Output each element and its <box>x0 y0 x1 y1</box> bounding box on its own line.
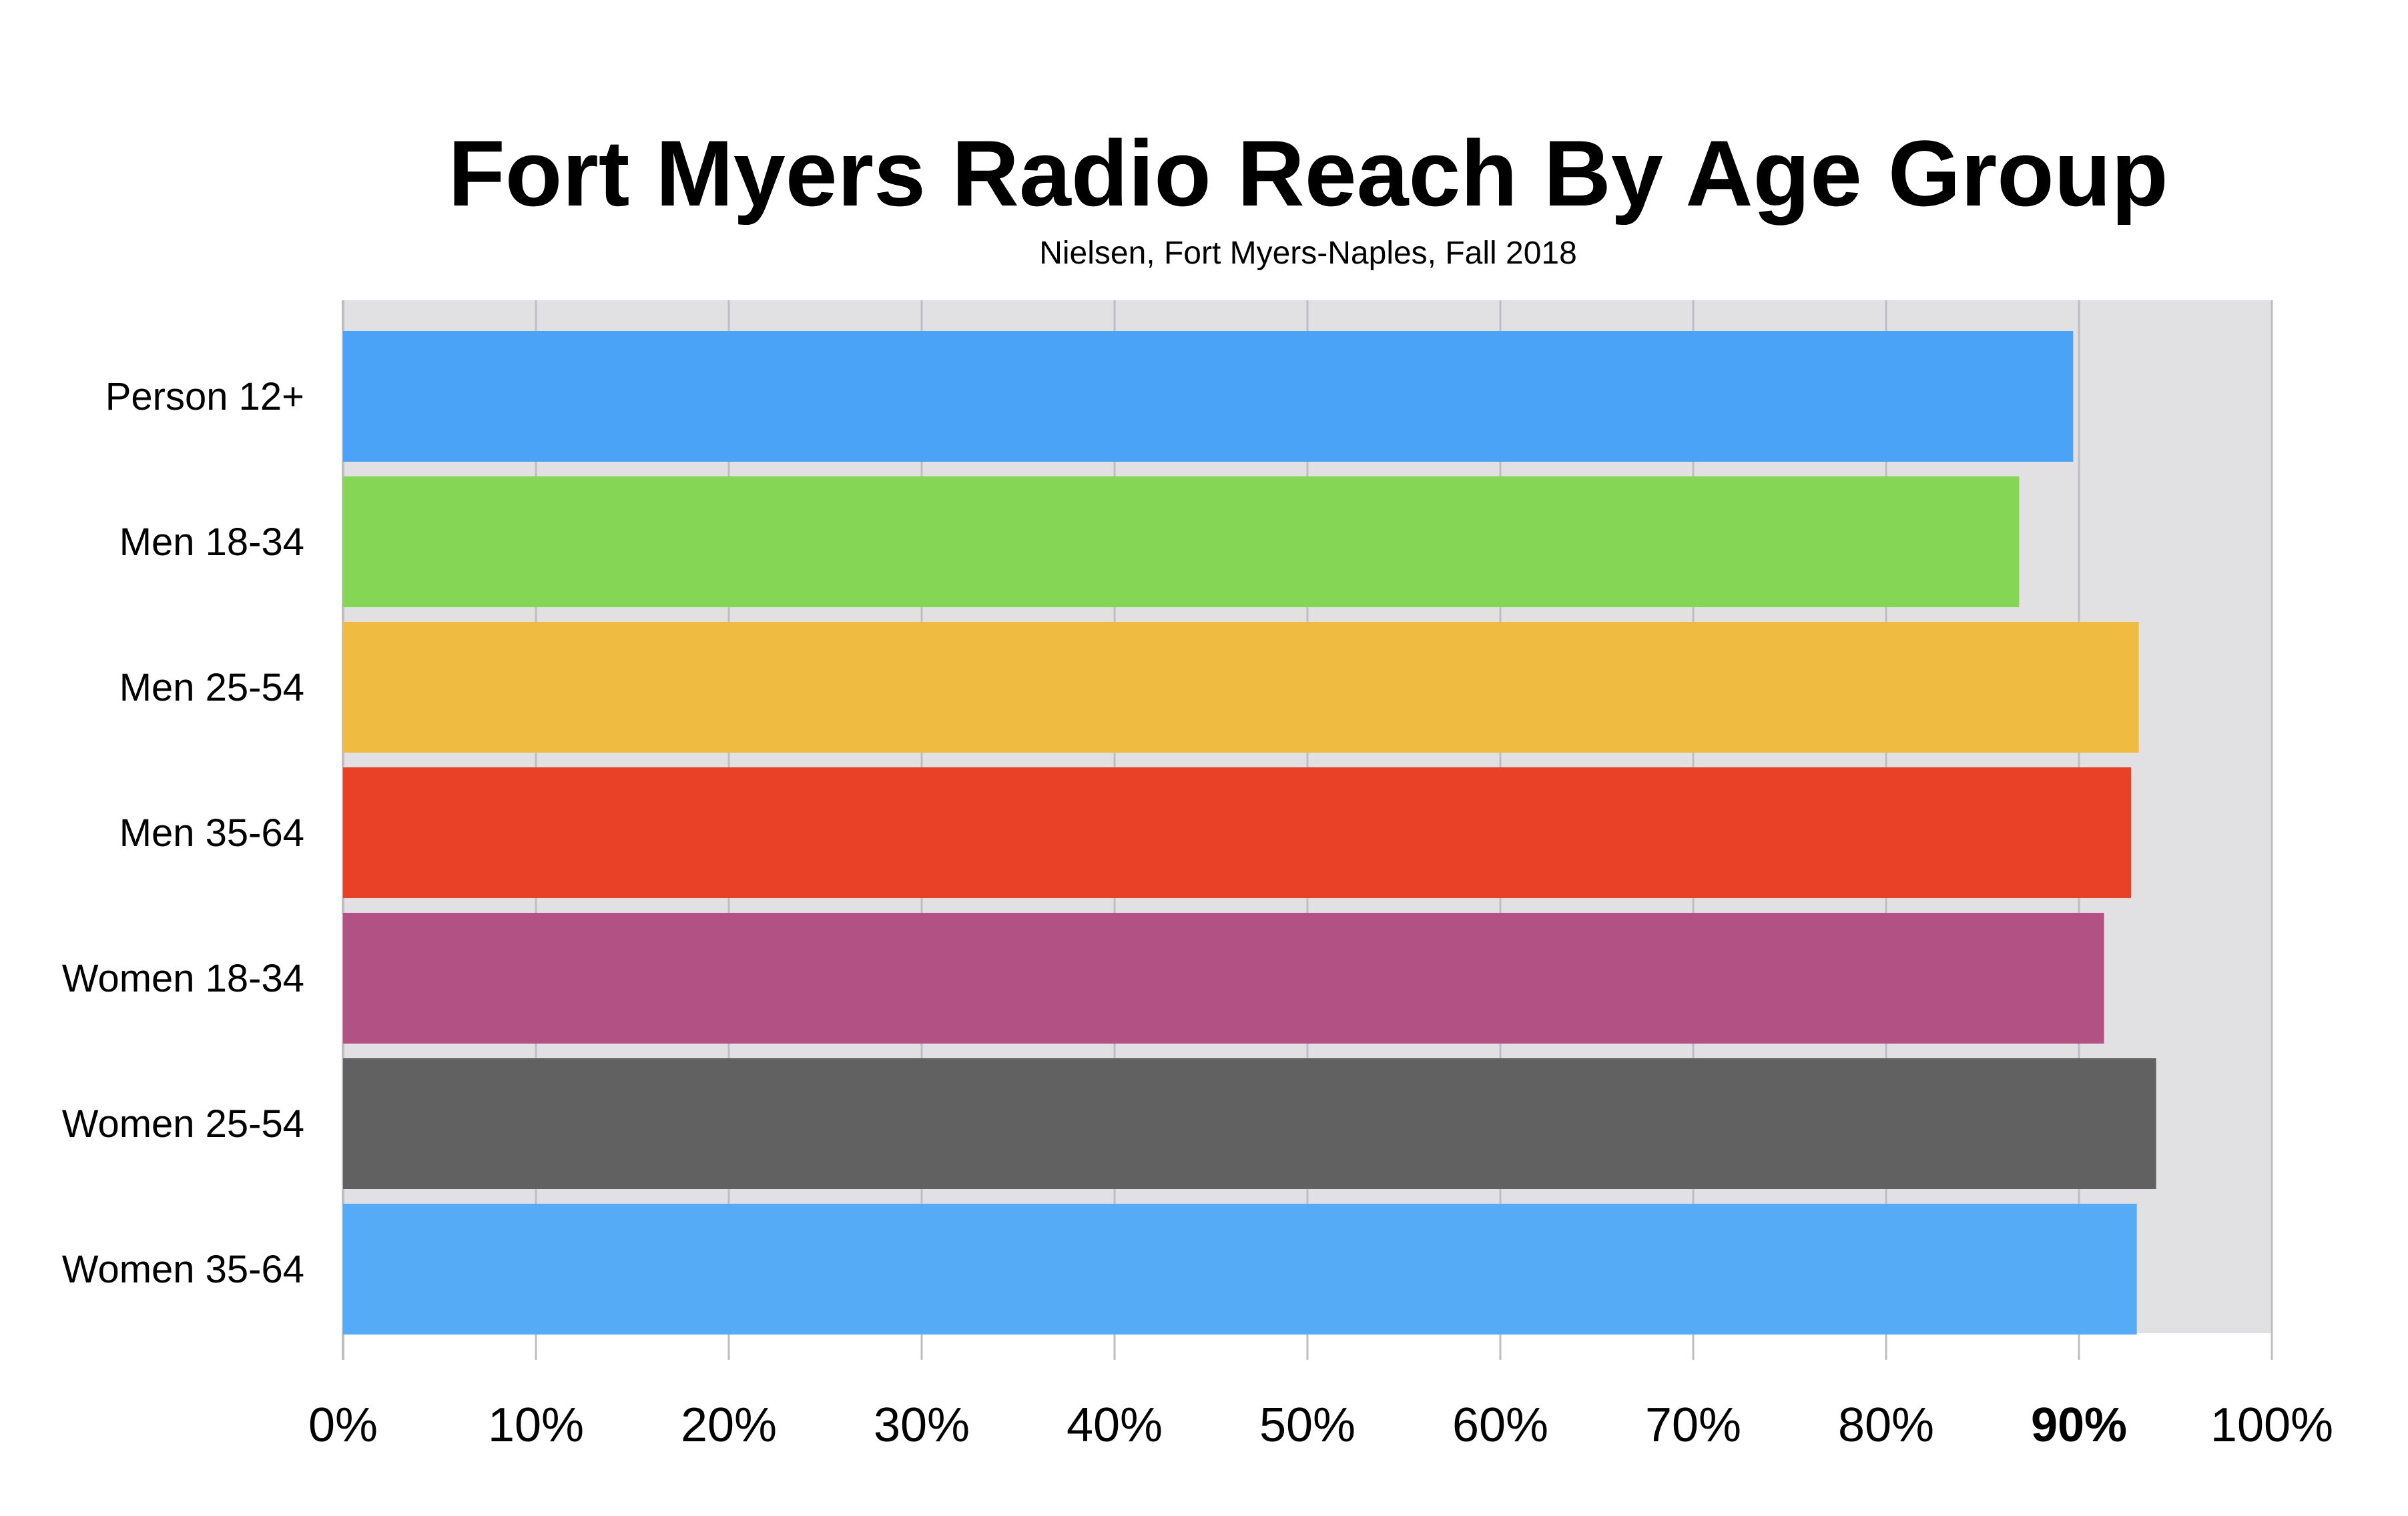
x-tick-label: 10% <box>488 1399 584 1452</box>
bar-men-18-34 <box>343 476 2020 607</box>
x-tick-label: 60% <box>1452 1399 1548 1452</box>
category-label: Women 18-34 <box>62 957 304 1000</box>
x-tick-label: 0% <box>308 1399 378 1452</box>
bar-women-25-54 <box>343 1058 2156 1189</box>
category-label: Person 12+ <box>105 375 304 418</box>
x-tick-label: 80% <box>1838 1399 1934 1452</box>
bar-women-35-64 <box>343 1204 2137 1335</box>
x-tick-label: 50% <box>1259 1399 1356 1452</box>
x-tick-label: 30% <box>874 1399 970 1452</box>
category-label: Men 18-34 <box>119 520 304 564</box>
x-tick-label: 100% <box>2210 1399 2333 1452</box>
category-label: Men 35-64 <box>119 811 304 855</box>
x-tick-label: 70% <box>1645 1399 1741 1452</box>
bar-person-12 <box>343 331 2074 462</box>
bar-men-25-54 <box>343 622 2139 753</box>
chart-subtitle: Nielsen, Fort Myers-Naples, Fall 2018 <box>1039 236 1577 271</box>
category-labels: Person 12+ Men 18-34 Men 25-54 Men 35-64 Wom… <box>62 375 304 1291</box>
chart-title: Fort Myers Radio Reach By Age Group <box>448 121 2168 226</box>
bars <box>343 331 2156 1335</box>
bar-men-35-64 <box>343 767 2132 898</box>
x-tick-label: 20% <box>681 1399 777 1452</box>
category-label: Women 25-54 <box>62 1102 304 1146</box>
category-label: Women 35-64 <box>62 1248 304 1291</box>
x-tick-label: 40% <box>1067 1399 1163 1452</box>
category-label: Men 25-54 <box>119 666 304 709</box>
x-tick-label: 90% <box>2031 1399 2127 1452</box>
bar-women-18-34 <box>343 913 2104 1044</box>
x-tick-labels: 0% 10% 20% 30% 40% 50% 60% 70% 80% 90% 100% <box>308 1399 2333 1452</box>
